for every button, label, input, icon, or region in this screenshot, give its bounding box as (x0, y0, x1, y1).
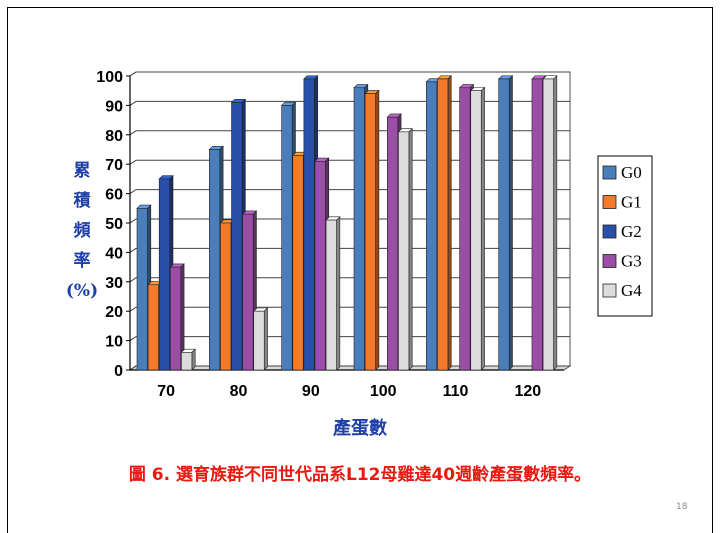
bar (303, 78, 315, 371)
legend-swatch (602, 195, 617, 209)
bar (459, 87, 471, 371)
gridline (129, 189, 570, 195)
bar (253, 310, 265, 371)
bar (470, 90, 482, 371)
bar (426, 81, 438, 371)
y-axis-label-char: 率 (73, 251, 91, 271)
legend-label: G0 (621, 163, 642, 182)
bar (147, 284, 159, 371)
bar (231, 102, 243, 371)
gridline (129, 306, 570, 312)
y-tick-label: 70 (105, 157, 123, 174)
bar-side (480, 86, 485, 371)
y-tick-label: 40 (105, 245, 123, 262)
gridline (129, 277, 570, 283)
y-tick-label: 30 (105, 275, 123, 292)
bar-side (408, 127, 413, 371)
legend-swatch (602, 254, 617, 268)
legend-label: G4 (621, 281, 642, 300)
legend-label: G3 (621, 252, 642, 271)
bar (181, 352, 193, 371)
bar (220, 222, 232, 371)
slide-frame-top (7, 7, 713, 8)
bar (281, 105, 293, 371)
bar (209, 149, 221, 371)
gridline (129, 336, 570, 342)
figure-caption: 圖 6. 選育族群不同世代品系L12母雞達40週齡產蛋數頻率。 (128, 465, 592, 485)
bar-side (191, 348, 196, 371)
bar (437, 78, 449, 371)
bar (498, 78, 510, 371)
y-tick-label: 20 (105, 304, 123, 321)
x-tick-label: 110 (443, 383, 469, 400)
y-tick-label: 80 (105, 128, 123, 145)
page-number: 18 (676, 502, 688, 512)
y-tick-label: 10 (105, 334, 123, 351)
bar (542, 78, 554, 371)
y-tick-label: 60 (105, 187, 123, 204)
gridline (129, 247, 570, 253)
y-axis-label-unit: (%) (65, 281, 99, 301)
y-tick-label: 100 (96, 69, 123, 86)
bar (314, 160, 326, 371)
gridline (129, 71, 570, 77)
y-axis-label-char: 積 (73, 191, 91, 211)
x-tick-label: 120 (514, 383, 541, 400)
bar-side (508, 75, 513, 371)
bar (398, 131, 410, 371)
slide-frame-left (7, 7, 8, 533)
legend-label: G2 (621, 222, 642, 241)
y-axis-label-char: 頻 (73, 221, 91, 241)
bar (353, 87, 365, 371)
bar-side (375, 89, 380, 371)
bar-side (447, 75, 452, 371)
x-tick-label: 80 (230, 383, 248, 400)
slide-frame-right (712, 7, 713, 533)
y-axis-label-char: 累 (73, 161, 91, 181)
y-axis-label: 累 積 頻 率 (%) (62, 156, 102, 306)
x-tick-label: 100 (370, 383, 397, 400)
bar (531, 78, 543, 371)
y-tick-label: 90 (105, 98, 123, 115)
bar-side (553, 75, 558, 371)
bar-side (263, 307, 268, 371)
gridline (129, 218, 570, 224)
bar (292, 155, 304, 371)
x-axis-label: 產蛋數 (333, 418, 387, 439)
bar-side (336, 216, 341, 371)
bar (386, 116, 399, 371)
legend-swatch (602, 224, 617, 239)
bar (158, 178, 170, 371)
gridline (129, 100, 570, 106)
legend-label: G1 (621, 193, 642, 212)
y-tick-label: 50 (105, 216, 123, 233)
bar (242, 213, 254, 371)
x-tick-label: 70 (157, 383, 175, 400)
bar (364, 93, 376, 371)
gridline (129, 159, 570, 165)
legend-swatch (602, 165, 617, 180)
gridline (129, 130, 570, 136)
gridline (129, 365, 570, 371)
legend-swatch (602, 283, 617, 298)
bar (325, 219, 337, 371)
bar (170, 266, 182, 371)
x-tick-label: 90 (302, 383, 320, 400)
bar (136, 208, 148, 371)
y-tick-label: 0 (114, 363, 123, 380)
